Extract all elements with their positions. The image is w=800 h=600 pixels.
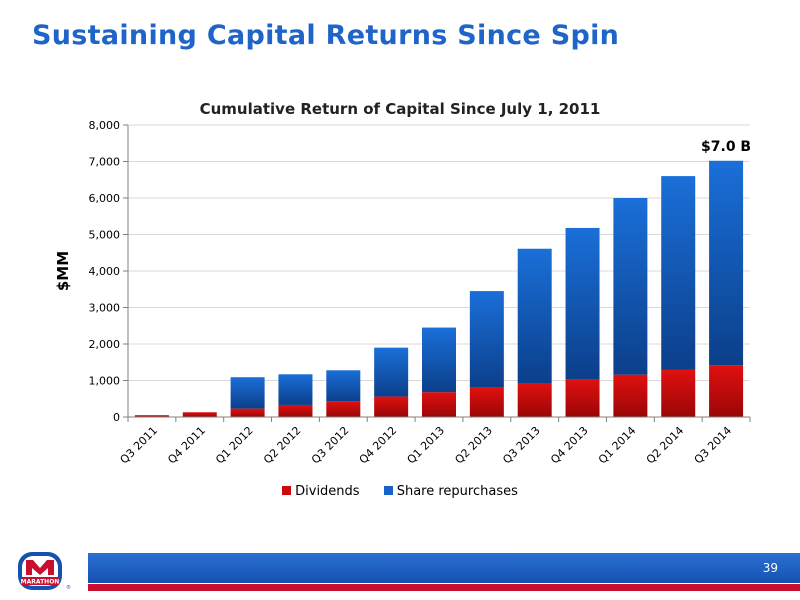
stacked-bar-chart: 0 1,000 2,000 3,000 4,000 5,000 6,000 7,000 8,00… bbox=[54, 119, 751, 467]
y-tick-label: 3,000 bbox=[89, 302, 121, 315]
bar-dividends bbox=[613, 374, 648, 417]
y-axis-label: $MM bbox=[54, 251, 72, 291]
bar-dividends bbox=[182, 412, 217, 417]
x-tick-label: Q1 2014 bbox=[596, 424, 639, 467]
bar-dividends bbox=[661, 369, 696, 417]
x-tick-label: Q3 2011 bbox=[118, 424, 161, 467]
logo-registered-icon: ® bbox=[66, 584, 71, 591]
legend-swatch-share-repurchases bbox=[383, 486, 393, 495]
bar-dividends bbox=[709, 365, 744, 417]
x-tick-label: Q2 2013 bbox=[452, 424, 495, 467]
bar-share-repurchases bbox=[374, 347, 409, 397]
bar-share-repurchases bbox=[422, 327, 456, 393]
page-number: 39 bbox=[762, 561, 778, 575]
x-tick-label: Q4 2011 bbox=[165, 424, 208, 467]
y-tick-label: 2,000 bbox=[89, 338, 121, 351]
y-tick-label: 7,000 bbox=[89, 156, 121, 169]
bar-dividends bbox=[134, 415, 169, 417]
bars bbox=[134, 160, 744, 417]
bar-dividends bbox=[278, 404, 313, 417]
bar-dividends bbox=[326, 401, 361, 417]
legend-item-share-repurchases: Share repurchases bbox=[383, 484, 518, 499]
bar-share-repurchases bbox=[661, 176, 696, 370]
bar-share-repurchases bbox=[709, 160, 744, 366]
footer-bar: 39 bbox=[88, 553, 800, 583]
marathon-logo: MARATHON ® bbox=[18, 552, 71, 591]
legend-label-dividends: Dividends bbox=[295, 484, 360, 499]
legend-item-dividends: Dividends bbox=[282, 484, 360, 499]
chart-title: Cumulative Return of Capital Since July … bbox=[199, 100, 601, 118]
x-tick-label: Q3 2013 bbox=[500, 424, 543, 467]
y-tick-label: 8,000 bbox=[89, 119, 121, 132]
bar-dividends bbox=[230, 408, 265, 417]
bar-dividends bbox=[517, 383, 552, 417]
y-tick-label: 1,000 bbox=[89, 375, 121, 388]
bar-share-repurchases bbox=[565, 227, 600, 380]
x-tick-label: Q4 2012 bbox=[357, 424, 400, 467]
slide-title: Sustaining Capital Returns Since Spin bbox=[32, 20, 620, 51]
bar-share-repurchases bbox=[230, 377, 265, 409]
y-tick-label: 6,000 bbox=[89, 192, 121, 205]
y-tick-label: 5,000 bbox=[89, 229, 121, 242]
bar-share-repurchases bbox=[613, 198, 648, 375]
legend-swatch-dividends bbox=[282, 486, 292, 495]
x-tick-label: Q3 2012 bbox=[309, 424, 352, 467]
bar-share-repurchases bbox=[517, 248, 552, 384]
bar-dividends bbox=[469, 387, 504, 417]
x-tick-label: Q2 2012 bbox=[261, 424, 304, 467]
y-tick-label: 0 bbox=[113, 411, 120, 424]
footer-stripe bbox=[88, 584, 800, 591]
total-annotation: $7.0 B bbox=[701, 139, 751, 155]
legend: Dividends Share repurchases bbox=[0, 484, 800, 499]
bar-dividends bbox=[565, 379, 600, 417]
bar-share-repurchases bbox=[278, 374, 313, 405]
x-tick-label: Q1 2012 bbox=[213, 424, 256, 467]
logo-text: MARATHON bbox=[21, 579, 60, 586]
x-tick-label: Q3 2014 bbox=[692, 424, 735, 467]
x-tick-label: Q1 2013 bbox=[405, 424, 448, 467]
bar-dividends bbox=[422, 392, 456, 417]
y-tick-label: 4,000 bbox=[89, 265, 121, 278]
logo-band bbox=[21, 577, 59, 585]
x-tick-label: Q2 2014 bbox=[644, 424, 687, 467]
bar-share-repurchases bbox=[469, 291, 504, 388]
bar-dividends bbox=[374, 396, 409, 417]
x-tick-label: Q4 2013 bbox=[548, 424, 591, 467]
legend-label-share-repurchases: Share repurchases bbox=[396, 484, 518, 499]
logo-m-icon bbox=[26, 560, 54, 575]
bar-share-repurchases bbox=[326, 370, 361, 402]
